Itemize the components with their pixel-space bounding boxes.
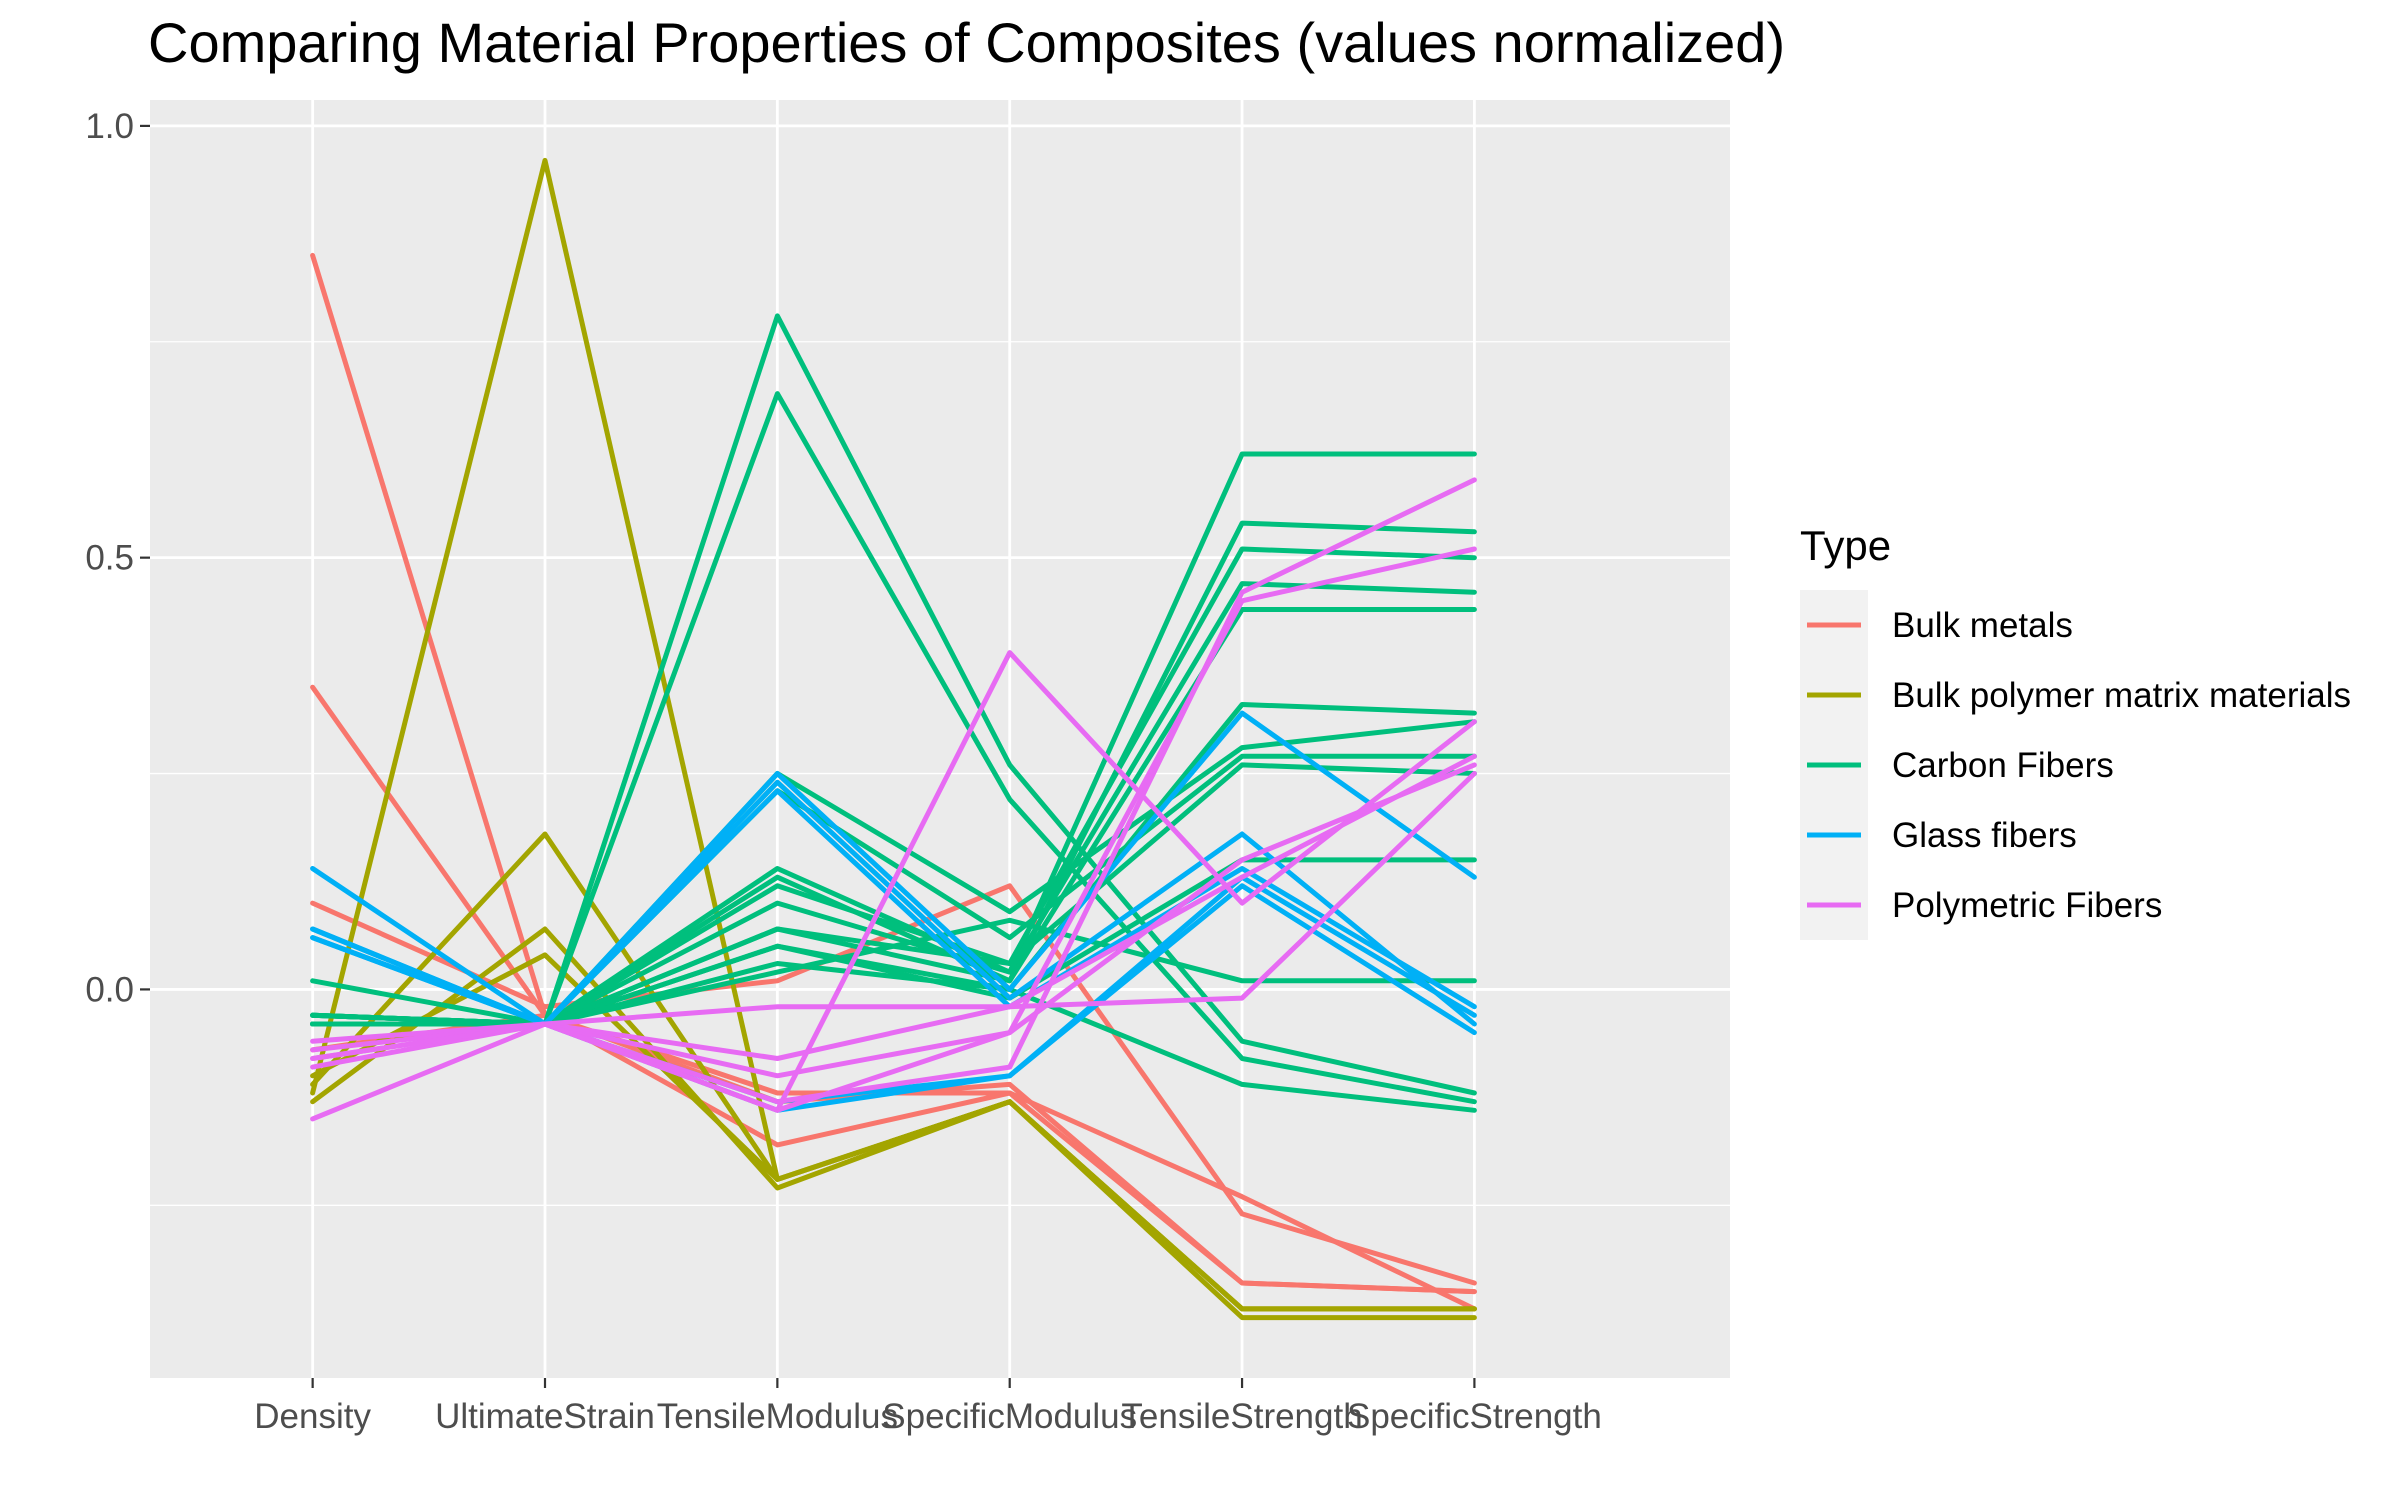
x-axis: Density UltimateStrain TensileModulusSpeci… — [254, 1378, 1602, 1436]
x-tick-label: UltimateStrain — [435, 1397, 655, 1436]
series-line — [310, 961, 1477, 1113]
y-tick-label: 0.0 — [85, 970, 134, 1009]
series-line — [310, 874, 1477, 1113]
series-line — [310, 762, 1477, 1113]
y-tick-label: 1.0 — [85, 107, 134, 146]
x-tick-label: SpecificModulus — [882, 1397, 1137, 1436]
series-bulk-polymer-matrix-materials — [310, 157, 1477, 1321]
series-line — [310, 883, 1477, 1286]
chart-title: Comparing Material Properties of Composi… — [148, 11, 1785, 74]
legend-label: Bulk metals — [1892, 606, 2073, 645]
series-line — [310, 952, 1477, 1312]
legend: Type Bulk metals Bulk polymer matrix mate… — [1800, 522, 2351, 940]
series-line — [310, 546, 1477, 1122]
legend-label: Polymetric Fibers — [1892, 886, 2162, 925]
x-tick-label: Density — [254, 1397, 371, 1436]
legend-label: Bulk polymer matrix materials — [1892, 676, 2351, 715]
series-polymetric-fibers — [310, 477, 1477, 1122]
x-tick-label: TensileModulus — [657, 1397, 898, 1436]
y-tick-label: 0.5 — [85, 539, 134, 578]
plot-panel — [150, 100, 1730, 1378]
major-gridlines — [150, 100, 1730, 1378]
legend-label: Glass fibers — [1892, 816, 2077, 855]
series-carbon-fibers — [310, 313, 1477, 1113]
x-tick-label: SpecificStrength — [1347, 1397, 1602, 1436]
series-line — [310, 926, 1477, 1321]
x-tick-label: TensileStrength — [1121, 1397, 1362, 1436]
y-axis: 0.0 0.5 1.0 — [85, 107, 150, 1009]
legend-label: Carbon Fibers — [1892, 746, 2114, 785]
legend-title: Type — [1800, 522, 1891, 569]
legend-items: Bulk metals Bulk polymer matrix materials… — [1800, 590, 2351, 940]
series-lines — [310, 157, 1477, 1321]
